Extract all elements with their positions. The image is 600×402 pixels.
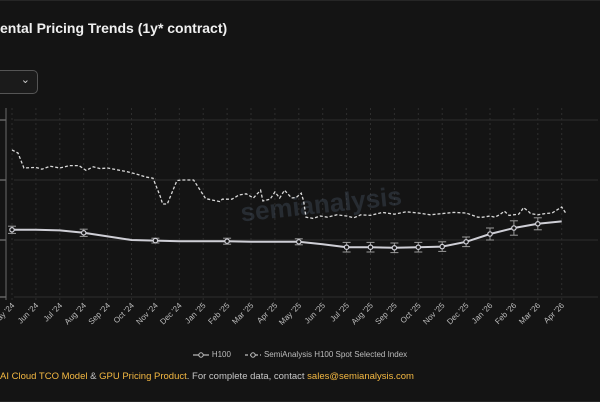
x-tick-label-23: Apr '26 bbox=[542, 301, 567, 325]
x-tick-label-9: Feb '25 bbox=[206, 301, 231, 325]
h100-point-9 bbox=[224, 238, 230, 245]
h100-point-17 bbox=[415, 244, 422, 251]
x-tick-label-17: Oct '25 bbox=[399, 301, 423, 325]
contract-select[interactable]: ⌄ bbox=[0, 70, 38, 94]
spot-index-line bbox=[11, 149, 568, 220]
tco-model-link[interactable]: AI Cloud TCO Model bbox=[0, 371, 88, 382]
footer-amp: & bbox=[87, 371, 100, 382]
h100-point-16 bbox=[391, 245, 398, 251]
h100-point-18 bbox=[439, 243, 446, 250]
legend-swatch-spot-index bbox=[244, 351, 261, 358]
x-tick-label-19: Dec '25 bbox=[445, 301, 471, 325]
h100-line bbox=[12, 220, 562, 249]
footer-text: . For complete data, contact bbox=[186, 371, 308, 382]
chart-area: May '24 Jun '24 Jul '24 Aug '24 Sep '24 Oct '… bbox=[0, 100, 600, 327]
x-tick-label-21: Feb '26 bbox=[493, 301, 518, 325]
h100-point-15 bbox=[367, 244, 374, 251]
chevron-down-icon: ⌄ bbox=[20, 74, 30, 86]
legend-item-h100[interactable]: H100 bbox=[192, 350, 231, 359]
x-tick-label-15: Aug '25 bbox=[350, 301, 376, 325]
x-tick-label-5: Oct '24 bbox=[112, 301, 136, 325]
gpu-pricing-link[interactable]: GPU Pricing Product bbox=[99, 371, 187, 382]
x-tick-label-12: May '25 bbox=[277, 301, 303, 325]
x-tick-label-18: Nov '25 bbox=[421, 301, 447, 325]
x-tick-label-14: Jul '25 bbox=[328, 301, 351, 324]
x-tick-label-8: Jan '25 bbox=[183, 301, 208, 325]
x-tick-label-13: Jun '25 bbox=[303, 301, 328, 325]
x-tick-label-3: Aug '24 bbox=[63, 301, 89, 325]
sales-email-link[interactable]: sales@semianalysis.com bbox=[307, 371, 414, 382]
legend-label-h100: H100 bbox=[211, 350, 231, 359]
h100-point-20 bbox=[487, 231, 493, 237]
legend-swatch-h100 bbox=[192, 351, 209, 358]
legend-item-spot-index[interactable]: SemiAnalysis H100 Spot Selected Index bbox=[244, 350, 408, 359]
x-tick-label-2: Jul '24 bbox=[42, 301, 65, 324]
x-tick-label-11: Apr '25 bbox=[255, 301, 280, 325]
x-tick-label-16: Sep '25 bbox=[373, 301, 399, 325]
x-tick-label-1: Jun '24 bbox=[16, 301, 41, 325]
x-tick-label-6: Nov '24 bbox=[134, 301, 160, 325]
legend: H100 SemiAnalysis H100 Spot Selected Ind… bbox=[0, 350, 600, 359]
x-tick-label-10: Mar '25 bbox=[230, 301, 255, 325]
h100-point-3 bbox=[80, 230, 87, 236]
x-tick-label-7: Dec '24 bbox=[158, 301, 184, 325]
semianalysis-watermark: semianalysis bbox=[239, 181, 403, 228]
chart-title: ental Pricing Trends (1y* contract) bbox=[0, 20, 228, 36]
x-tick-label-0: May '24 bbox=[0, 301, 17, 325]
x-tick-label-4: Sep '24 bbox=[87, 301, 113, 325]
h100-point-19 bbox=[463, 239, 469, 245]
legend-label-spot-index: SemiAnalysis H100 Spot Selected Index bbox=[263, 350, 408, 359]
footer-note: AI Cloud TCO Model & GPU Pricing Product… bbox=[0, 371, 414, 382]
x-tick-label-22: Mar '26 bbox=[517, 301, 542, 325]
h100-point-12 bbox=[295, 239, 302, 245]
h100-point-6 bbox=[152, 237, 159, 244]
h100-point-14 bbox=[343, 244, 350, 251]
x-tick-label-20: Jan '26 bbox=[470, 301, 495, 325]
h100-point-0 bbox=[9, 227, 15, 233]
h100-point-21 bbox=[511, 225, 517, 231]
h100-point-22 bbox=[534, 221, 541, 227]
